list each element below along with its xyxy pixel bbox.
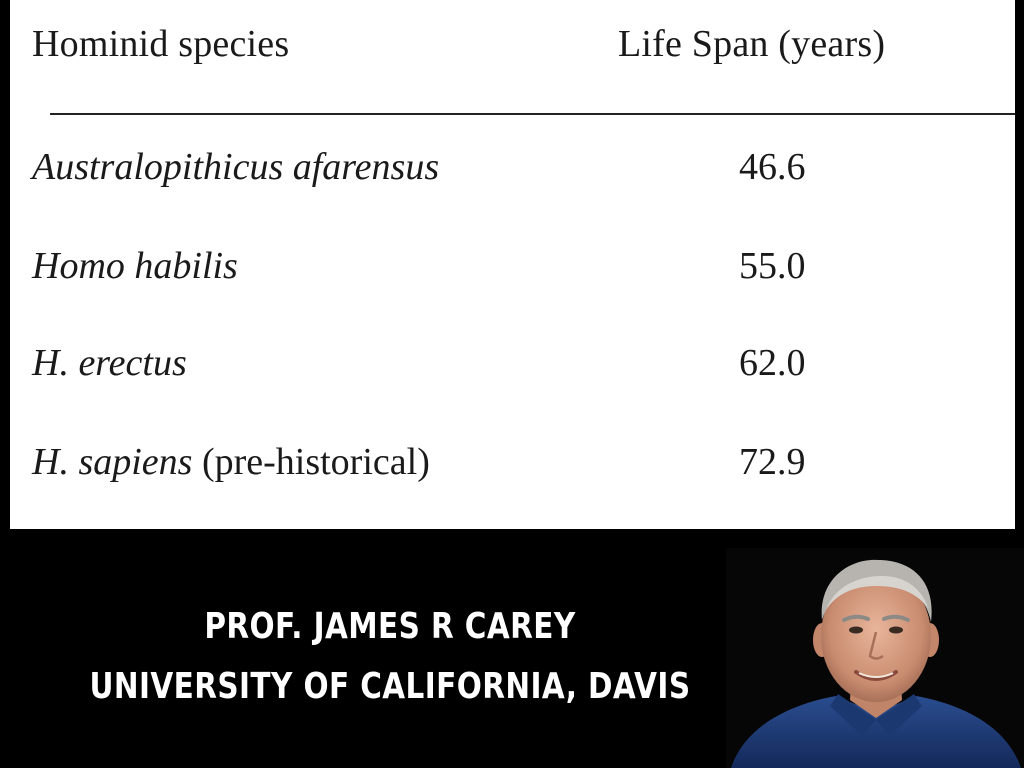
- species-name: H. sapiens (pre-historical): [32, 440, 430, 484]
- species-note: (pre-historical): [192, 441, 430, 483]
- speaker-name: PROF. JAMES R CAREY: [204, 606, 576, 647]
- table-row: H. erectus 62.0: [10, 341, 1015, 391]
- table-row: Australopithicus afarensus 46.6: [10, 145, 1015, 195]
- lifespan-value: 62.0: [739, 342, 806, 384]
- table-row: H. sapiens (pre-historical) 72.9: [10, 440, 1015, 490]
- table-row: Homo habilis 55.0: [10, 244, 1015, 294]
- species-name: Australopithicus afarensus: [32, 145, 439, 189]
- column-header-species: Hominid species: [32, 23, 290, 65]
- species-italic: H. erectus: [32, 342, 187, 384]
- lifespan-value: 55.0: [739, 245, 806, 287]
- species-italic: Homo habilis: [32, 245, 238, 287]
- lifespan-value: 46.6: [739, 146, 806, 188]
- species-name: Homo habilis: [32, 244, 238, 288]
- speaker-affiliation: UNIVERSITY OF CALIFORNIA, DAVIS: [89, 666, 691, 707]
- lifespan-value: 72.9: [739, 441, 806, 483]
- species-italic: Australopithicus afarensus: [32, 146, 440, 188]
- speaker-portrait: [726, 548, 1024, 768]
- species-italic: H. sapiens: [32, 441, 193, 483]
- lifespan-table: Hominid species Life Span (years) Austra…: [10, 0, 1015, 529]
- header-rule: [50, 113, 1015, 115]
- speaker-photo: [726, 548, 1024, 768]
- species-name: H. erectus: [32, 341, 187, 385]
- column-header-lifespan: Life Span (years): [618, 23, 886, 65]
